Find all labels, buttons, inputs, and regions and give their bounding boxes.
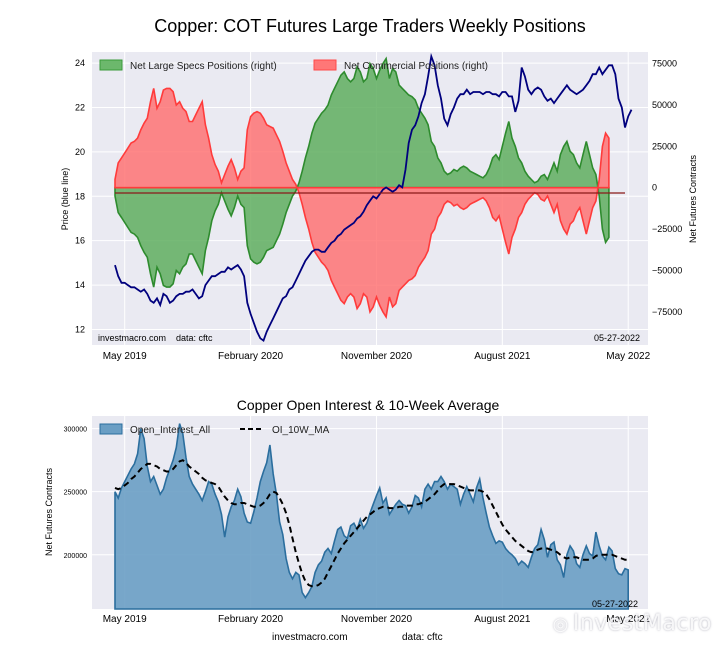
bottom-footer-source: data: cftc: [402, 632, 443, 643]
bottom-x-tick-label: November 2020: [341, 614, 413, 625]
legend-swatch-oi: [99, 423, 123, 435]
right-tick-label: −50000: [652, 266, 682, 276]
commercial-area: [114, 87, 610, 320]
oi-ma-line: [114, 459, 629, 588]
bottom-y-axis-ticks: 200000 250000 300000: [64, 427, 87, 560]
bottom-x-axis-ticks: May 2019 February 2020 November 2020 August…: [103, 614, 651, 625]
bottom-footer-right: 05-27-2022: [592, 599, 638, 609]
left-tick-label: 18: [75, 191, 85, 201]
price-line-path: [114, 52, 633, 343]
x-tick-label: November 2020: [341, 351, 413, 362]
bottom-x-tick-label: August 2021: [474, 614, 531, 625]
right-tick-label: 75000: [652, 59, 677, 69]
legend-label-oi: Open_Interest_All: [130, 425, 210, 436]
x-tick-label: February 2020: [218, 351, 283, 362]
top-footer-right: 05-27-2022: [594, 333, 640, 343]
top-chart-title: Copper: COT Futures Large Traders Weekly…: [154, 16, 586, 36]
right-tick-label: 25000: [652, 141, 677, 151]
bottom-x-tick-label: May 2022: [606, 614, 650, 625]
watermark-logo-icon: ◎: [552, 614, 569, 635]
price-line: [114, 52, 633, 343]
left-axis-ticks: 12 14 16 18 20 22 24: [75, 58, 85, 334]
left-tick-label: 20: [75, 147, 85, 157]
bottom-y-tick-label: 250000: [64, 490, 87, 497]
open-interest-area-path: [114, 423, 629, 610]
watermark: ◎ InvestMacro: [553, 611, 712, 636]
bottom-x-tick-label: May 2019: [103, 614, 147, 625]
x-tick-label: August 2021: [474, 351, 531, 362]
bottom-y-axis-label: Net Futures Contracts: [44, 467, 54, 556]
legend-label-specs: Net Large Specs Positions (right): [130, 61, 277, 72]
top-legend: Net Large Specs Positions (right) Net Co…: [99, 59, 488, 72]
left-tick-label: 16: [75, 236, 85, 246]
right-axis-ticks: −75000 −50000 −25000 0 25000 50000 75000: [652, 59, 682, 317]
bottom-legend: Open_Interest_All OI_10W_MA: [99, 423, 330, 436]
bottom-y-tick-label: 300000: [64, 427, 87, 434]
bottom-y-tick-label: 200000: [64, 553, 87, 560]
right-tick-label: −25000: [652, 224, 682, 234]
right-tick-label: 0: [652, 183, 657, 193]
oi-ma-line-path: [114, 459, 629, 588]
bottom-footer-site: investmacro.com: [272, 632, 348, 643]
bottom-chart-title: Copper Open Interest & 10-Week Average: [237, 397, 500, 413]
x-tick-label: May 2022: [606, 351, 650, 362]
left-tick-label: 22: [75, 102, 85, 112]
left-tick-label: 12: [75, 324, 85, 334]
x-tick-label: May 2019: [103, 351, 147, 362]
bottom-x-tick-label: February 2020: [218, 614, 283, 625]
right-tick-label: −75000: [652, 307, 682, 317]
left-tick-label: 24: [75, 58, 85, 68]
right-tick-label: 50000: [652, 100, 677, 110]
legend-swatch-commercial: [313, 59, 337, 71]
watermark-text: InvestMacro: [572, 611, 712, 636]
left-axis-label: Price (blue line): [60, 168, 70, 231]
legend-label-commercial: Net Commercial Positions (right): [344, 61, 488, 72]
specs-area: [114, 56, 610, 288]
commercial-area-path: [114, 87, 610, 320]
specs-area-path: [114, 56, 610, 288]
right-axis-label: Net Futures Contracts: [688, 154, 698, 243]
top-x-axis-ticks: May 2019 February 2020 November 2020 August…: [103, 351, 651, 362]
left-tick-label: 14: [75, 280, 85, 290]
legend-label-ma: OI_10W_MA: [272, 425, 330, 436]
legend-swatch-specs: [99, 59, 123, 71]
open-interest-area: [114, 423, 629, 610]
top-footer-left: investmacro.com data: cftc: [98, 333, 213, 343]
